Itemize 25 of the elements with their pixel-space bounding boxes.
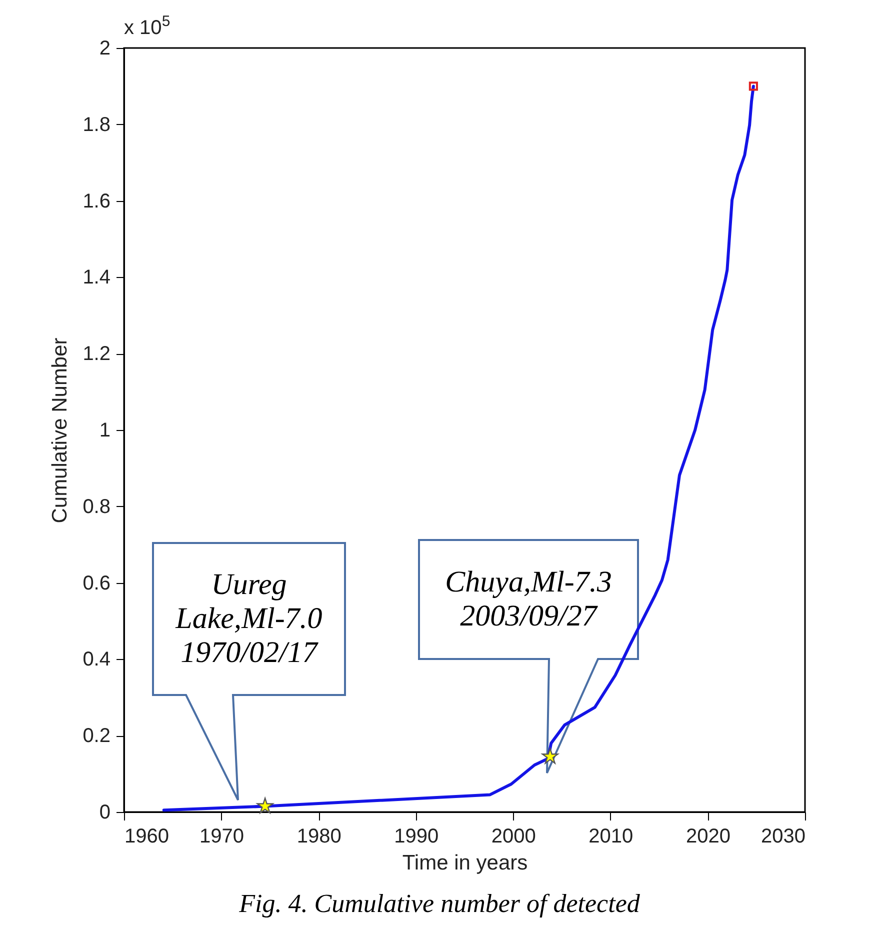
text: x 10$^{5}$ [124, 12, 170, 39]
y-tick-label: 1.6 [82, 190, 110, 212]
x-tick-label: 1980 [296, 826, 342, 848]
y-tick-label: 0.6 [82, 572, 110, 594]
x-axis-title: Time in years [402, 852, 528, 874]
annotation: Uureg Lake,Ml-7.0 1970/02/17 [174, 568, 322, 669]
y-tick-label: 2 [99, 38, 110, 60]
x-tick-label: 2020 [686, 826, 730, 848]
y-tick-label: 0.4 [82, 648, 110, 671]
annotation: Chuya,Ml-7.3 2003/09/27 [445, 566, 612, 632]
y-tick-label: 0.2 [82, 725, 110, 748]
x-tick-label: 2000 [491, 826, 536, 848]
y-tick-label: 0 [99, 802, 110, 824]
x-tick-label: 2030 [761, 826, 806, 848]
y-tick-label: 1.8 [82, 114, 110, 136]
y-tick-label: 1.4 [82, 266, 110, 289]
y-tick-label: 0.8 [82, 496, 110, 518]
x-tick-label: 1960 [124, 826, 169, 848]
x-tick-label: 1970 [200, 826, 244, 848]
y-axis-title: Cumulative Number [48, 338, 72, 524]
y-tick-label: 1.2 [82, 343, 110, 366]
y-tick-label: 1 [99, 420, 110, 442]
caption: Fig. 4. Cumulative number of detected [238, 889, 641, 918]
x-tick-label: 2010 [588, 826, 634, 848]
x-tick-label: 1990 [394, 826, 439, 848]
